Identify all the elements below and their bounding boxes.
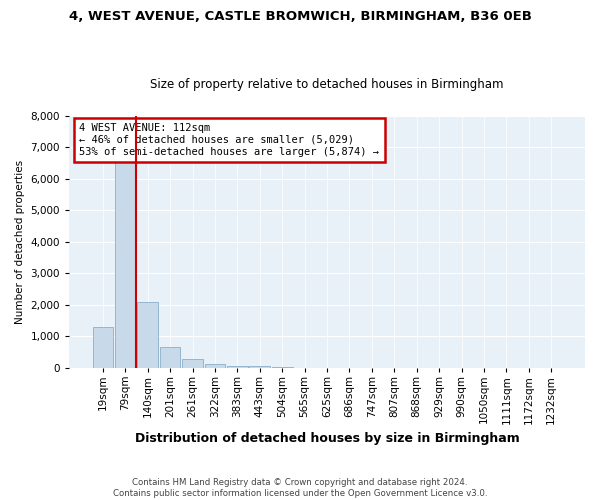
Bar — [137, 302, 158, 368]
Bar — [250, 366, 270, 368]
Text: 4 WEST AVENUE: 112sqm
← 46% of detached houses are smaller (5,029)
53% of semi-d: 4 WEST AVENUE: 112sqm ← 46% of detached … — [79, 124, 379, 156]
Y-axis label: Number of detached properties: Number of detached properties — [15, 160, 25, 324]
Bar — [92, 327, 113, 368]
Bar — [205, 364, 225, 368]
Title: Size of property relative to detached houses in Birmingham: Size of property relative to detached ho… — [150, 78, 504, 91]
Text: 4, WEST AVENUE, CASTLE BROMWICH, BIRMINGHAM, B36 0EB: 4, WEST AVENUE, CASTLE BROMWICH, BIRMING… — [68, 10, 532, 23]
Bar — [115, 160, 136, 368]
Bar — [227, 366, 248, 368]
X-axis label: Distribution of detached houses by size in Birmingham: Distribution of detached houses by size … — [134, 432, 520, 445]
Text: Contains HM Land Registry data © Crown copyright and database right 2024.
Contai: Contains HM Land Registry data © Crown c… — [113, 478, 487, 498]
Bar — [182, 359, 203, 368]
Bar — [272, 367, 293, 368]
Bar — [160, 348, 181, 368]
